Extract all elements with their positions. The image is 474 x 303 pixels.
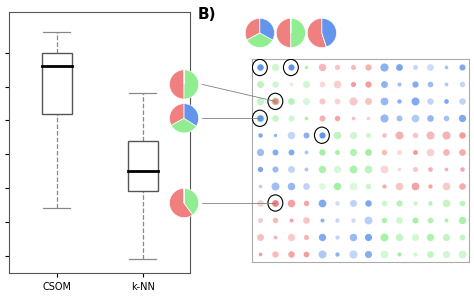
Bar [128, 141, 158, 191]
Text: B): B) [197, 7, 216, 22]
Bar [42, 53, 72, 114]
